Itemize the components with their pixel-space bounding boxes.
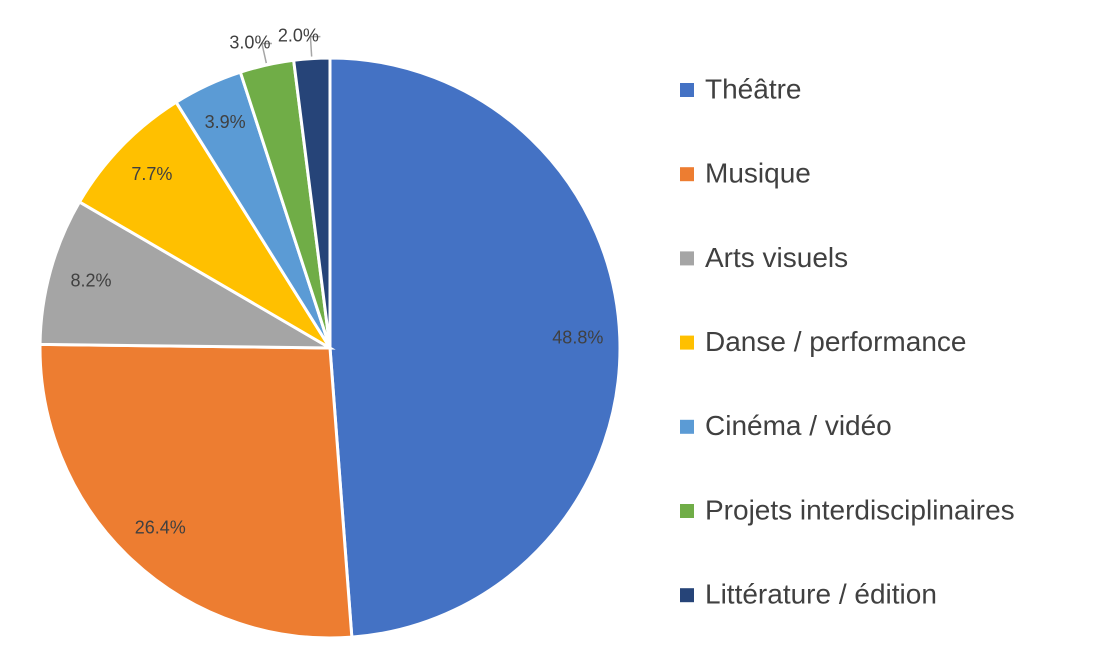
pie-slice bbox=[77, 100, 332, 350]
legend-swatch bbox=[680, 167, 694, 182]
data-label: 48.8% bbox=[552, 327, 603, 347]
legend-swatch bbox=[680, 251, 694, 266]
legend-label: Projets interdisciplinaires bbox=[705, 494, 1015, 525]
legend-label: Théâtre bbox=[705, 73, 802, 104]
pie-slice bbox=[38, 199, 336, 350]
pie-slice bbox=[291, 56, 332, 349]
leader-line bbox=[261, 42, 272, 64]
data-label: 8.2% bbox=[70, 271, 111, 291]
leader-line bbox=[309, 35, 321, 57]
legend-swatch bbox=[680, 588, 694, 603]
data-label: 3.9% bbox=[205, 112, 246, 132]
legend-label: Cinéma / vidéo bbox=[705, 410, 892, 441]
pie-slice bbox=[328, 56, 622, 639]
pie-slice bbox=[38, 342, 354, 640]
legend-label: Littérature / édition bbox=[705, 579, 937, 610]
legend-label: Arts visuels bbox=[705, 242, 848, 273]
data-label: 7.7% bbox=[131, 164, 172, 184]
legend-swatch bbox=[680, 504, 694, 518]
legend-label: Musique bbox=[705, 158, 811, 189]
data-label: 2.0% bbox=[278, 25, 319, 45]
data-label: 3.0% bbox=[229, 32, 270, 52]
data-label: 26.4% bbox=[135, 518, 186, 538]
legend-swatch bbox=[680, 335, 694, 350]
legend-label: Danse / performance bbox=[705, 326, 966, 357]
legend-swatch bbox=[680, 419, 694, 434]
legend-swatch bbox=[680, 83, 694, 97]
